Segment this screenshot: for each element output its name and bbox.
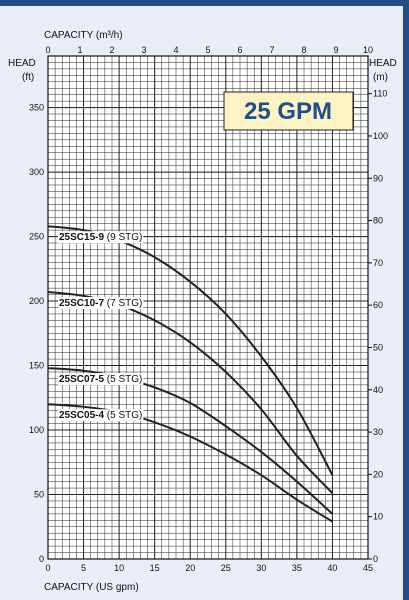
y-tick-label-ft: 200 — [29, 296, 44, 306]
y-tick-label-m: 50 — [373, 342, 383, 352]
series-label-25SC05-4: 25SC05-4 (5 STG) — [59, 410, 142, 421]
x-tick-label-m3h: 2 — [109, 45, 114, 55]
y-tick-label-ft: 300 — [29, 167, 44, 177]
y-tick-label-m: 110 — [373, 89, 387, 99]
x-tick-label-gpm: 40 — [327, 563, 337, 573]
y-tick-label-m: 30 — [373, 427, 383, 437]
x-tick-label-m3h: 9 — [333, 45, 338, 55]
x-tick-label-m3h: 10 — [363, 45, 373, 55]
y-tick-label-ft: 150 — [29, 361, 44, 371]
series-model: 25SC15-9 — [59, 232, 104, 243]
series-label-25SC15-9: 25SC15-9 (9 STG) — [59, 232, 142, 243]
top-x-axis-label: CAPACITY (m³/h) — [44, 30, 123, 41]
series-label-bg — [58, 297, 144, 310]
x-tick-label-m3h: 6 — [237, 45, 242, 55]
ticks: 0 5 10 15 20 25 30 35 40 450501001502002503003500… — [29, 45, 388, 573]
x-tick-label-m3h: 3 — [141, 45, 146, 55]
left-y-axis-label-line2: (ft) — [22, 72, 34, 83]
series-model: 25SC10-7 — [59, 298, 104, 309]
y-tick-label-m: 10 — [373, 512, 383, 522]
series-stages: (7 STG) — [104, 298, 142, 309]
right-y-axis-label-line1: HEAD — [369, 58, 397, 69]
series-label-bg — [58, 373, 144, 386]
series-stages: (5 STG) — [104, 374, 142, 385]
series-stages: (9 STG) — [104, 232, 142, 243]
y-tick-label-m: 70 — [373, 258, 383, 268]
series-label-bg — [58, 231, 144, 244]
x-tick-label-gpm: 5 — [81, 563, 86, 573]
y-tick-label-ft: 0 — [39, 554, 44, 564]
curve-25SC07-5 — [47, 367, 334, 515]
bottom-x-axis-label: CAPACITY (US gpm) — [44, 582, 139, 593]
curve-25SC05-4 — [47, 403, 333, 523]
x-tick-label-gpm: 30 — [256, 563, 266, 573]
x-tick-label-gpm: 0 — [45, 563, 50, 573]
x-tick-label-gpm: 15 — [150, 563, 160, 573]
x-tick-label-m3h: 8 — [301, 45, 306, 55]
x-tick-label-m3h: 7 — [269, 45, 274, 55]
y-tick-label-ft: 50 — [34, 490, 44, 500]
x-tick-label-gpm: 35 — [292, 563, 302, 573]
chart-title: 25 GPM — [244, 98, 332, 125]
x-tick-label-m3h: 5 — [205, 45, 210, 55]
series-model: 25SC07-5 — [59, 374, 104, 385]
y-tick-label-ft: 100 — [29, 425, 44, 435]
y-tick-label-m: 90 — [373, 173, 383, 183]
y-tick-label-ft: 350 — [29, 103, 44, 113]
series-stages: (5 STG) — [104, 410, 142, 421]
pump-curve-chart: 25SC15-9 (9 STG) 25SC10-7 (7 STG) 25SC07-5… — [8, 30, 397, 593]
y-tick-label-m: 100 — [373, 131, 388, 141]
series-model: 25SC05-4 — [59, 410, 104, 421]
series-label-25SC07-5: 25SC07-5 (5 STG) — [59, 374, 142, 385]
plot-border — [47, 55, 369, 560]
x-tick-label-gpm: 25 — [221, 563, 231, 573]
y-tick-label-m: 0 — [373, 554, 378, 564]
left-y-axis-label-line1: HEAD — [8, 58, 36, 69]
x-tick-label-gpm: 20 — [185, 563, 195, 573]
x-tick-label-gpm: 45 — [363, 563, 373, 573]
x-tick-label-gpm: 10 — [114, 563, 124, 573]
series-label-bg — [58, 409, 144, 422]
y-tick-label-m: 60 — [373, 300, 383, 310]
x-tick-label-m3h: 0 — [45, 45, 50, 55]
y-tick-label-m: 20 — [373, 469, 383, 479]
series-label-25SC10-7: 25SC10-7 (7 STG) — [59, 298, 142, 309]
y-tick-label-m: 80 — [373, 216, 383, 226]
y-tick-label-ft: 250 — [29, 232, 44, 242]
x-tick-label-m3h: 4 — [173, 45, 178, 55]
x-tick-label-m3h: 1 — [77, 45, 82, 55]
curves: 25SC15-9 (9 STG) 25SC10-7 (7 STG) 25SC07-5… — [47, 225, 334, 523]
title-box — [223, 91, 354, 131]
chart-panel: 25SC15-9 (9 STG) 25SC10-7 (7 STG) 25SC07-5… — [0, 6, 403, 600]
right-y-axis-label-line2: (m) — [373, 72, 388, 83]
y-tick-label-m: 40 — [373, 385, 383, 395]
